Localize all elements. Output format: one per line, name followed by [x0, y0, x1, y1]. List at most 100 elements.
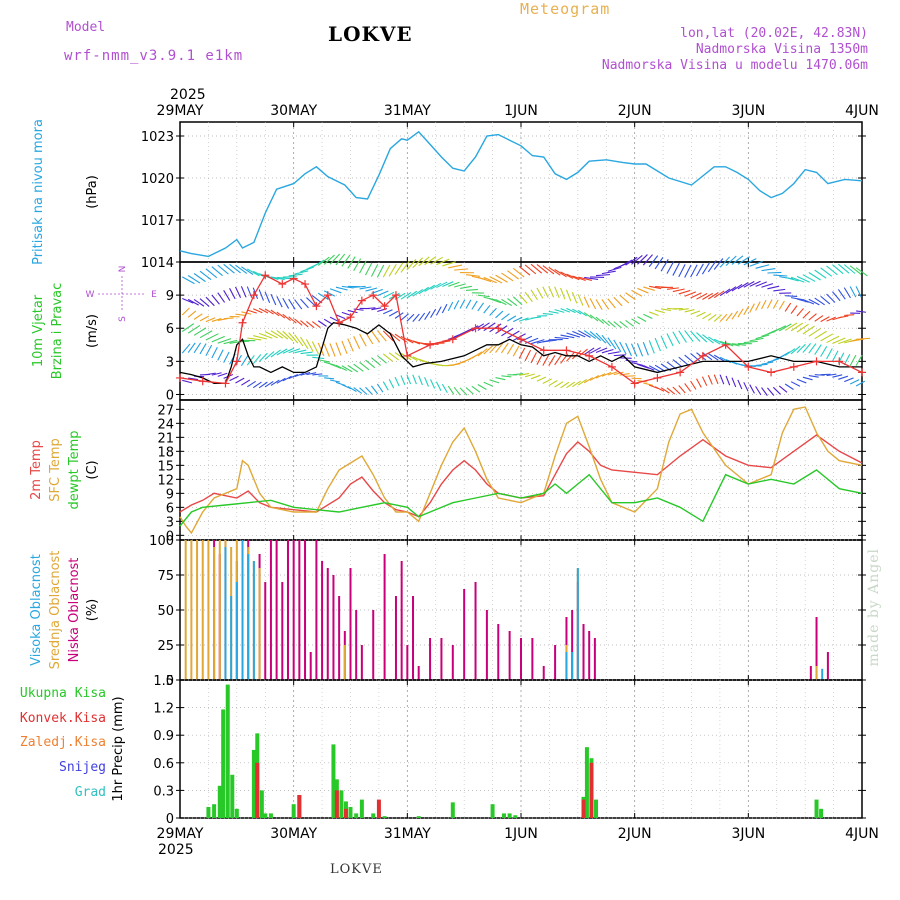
y-tick-label: 100 [149, 534, 174, 549]
wind-arrow [572, 308, 582, 315]
wind-arrow [784, 322, 798, 331]
y-tick-label: 50 [157, 604, 174, 619]
unit-label: (hPa) [85, 175, 100, 209]
bar-cloud_low [417, 666, 420, 680]
gust-marker [426, 340, 435, 349]
wind-arrow [613, 296, 623, 307]
wind-arrow [353, 285, 366, 288]
wind-arrow [471, 323, 485, 332]
wind-arrow [270, 349, 281, 358]
wind-arrow [359, 260, 367, 274]
wind-arrow [501, 375, 512, 378]
wind-arrow [406, 258, 417, 271]
wind-arrow [796, 378, 807, 384]
bottom-time-tick: 4JUN [845, 826, 879, 842]
wind-arrow [300, 371, 311, 376]
wind-arrow [435, 381, 442, 391]
top-time-tick: 3JUN [731, 103, 765, 119]
wind-arrow [601, 334, 612, 347]
wind-arrow [530, 352, 537, 364]
bar-precip_total [348, 806, 353, 818]
wind-arrow [453, 387, 461, 396]
wind-arrow [324, 377, 335, 380]
wind-arrow [725, 342, 740, 347]
wind-arrow [483, 322, 496, 332]
gust-marker [346, 313, 355, 322]
wind-arrow [713, 290, 725, 299]
wind-arrow [702, 292, 713, 301]
gust-marker [357, 296, 366, 305]
wind-arrow [790, 345, 801, 355]
bar-cloud_low [571, 610, 574, 680]
wind-arrow [252, 381, 262, 389]
gust-marker [835, 357, 844, 366]
bar-precip_total [331, 744, 336, 818]
wind-arrow [518, 317, 529, 322]
wind-arrow [258, 352, 268, 363]
wind-arrow [430, 256, 443, 265]
wind-arrow [477, 383, 487, 390]
wind-arrow [518, 294, 528, 304]
wind-arrow [743, 382, 749, 392]
y-tick-label: 27 [157, 403, 174, 418]
y-tick-label: 1020 [141, 172, 174, 187]
wind-arrow [583, 330, 596, 340]
wind-arrow [406, 290, 418, 299]
wind-arrow [507, 270, 519, 280]
wind-arrow [229, 263, 241, 274]
wind-arrow [589, 331, 602, 341]
wind-arrow [217, 338, 232, 344]
wind-arrow [755, 363, 768, 366]
wind-arrow [424, 256, 437, 266]
bar-precip_total [206, 806, 211, 818]
wind-arrow [441, 383, 448, 394]
wind-arrow [731, 310, 739, 320]
wind-arrow [181, 343, 191, 354]
wind-arrow [217, 292, 226, 303]
wind-arrow [501, 298, 512, 307]
wind-arrow [731, 343, 746, 346]
wind-arrow [814, 297, 825, 306]
wind-arrow [335, 286, 348, 291]
wind-arrow [660, 387, 670, 394]
wind-arrow [684, 291, 697, 297]
precip-legend-label: Snijeg [59, 760, 106, 775]
wind-arrow [643, 382, 654, 386]
wind-arrow [654, 386, 665, 392]
wind-arrow [394, 352, 406, 360]
wind-arrow [725, 375, 731, 386]
wind-arrow [235, 340, 250, 343]
bar-cloud_low [826, 652, 829, 680]
bar-cloud_low [593, 638, 596, 680]
bar-precip_total [416, 816, 421, 818]
wind-arrow [737, 379, 743, 390]
bar-cloud_low [497, 624, 500, 680]
wind-arrow [761, 361, 774, 365]
wind-arrow [637, 316, 647, 322]
gust-marker [562, 346, 571, 355]
wind-arrow [365, 359, 376, 369]
altitude-label: Nadmorska Visina 1350m [695, 42, 868, 57]
wind-arrow [607, 371, 618, 376]
wind-arrow [246, 380, 256, 388]
wind-arrow [424, 377, 429, 387]
y-tick-label: 6 [166, 322, 174, 337]
wind-arrow [571, 291, 578, 304]
wind-arrow [382, 264, 391, 278]
wind-arrow [607, 337, 617, 350]
compass-w: W [86, 290, 95, 300]
wind-arrow [808, 328, 821, 337]
panel-wind: 0 3 6 9 (m/s) 10m Vjetar Brzina i Pravac N S W E [31, 253, 871, 403]
bar-precip_total [584, 747, 589, 818]
wind-arrow [329, 253, 341, 265]
bar-precip_total [507, 813, 512, 818]
wind-arrow [542, 265, 555, 275]
y-tick-label: 21 [157, 431, 174, 446]
wind-arrow [276, 296, 283, 308]
gust-marker [278, 280, 287, 289]
wind-arrow [601, 299, 610, 310]
gust-marker [767, 368, 776, 377]
bottom-year-label: 2025 [158, 842, 194, 858]
wind-arrow [376, 330, 387, 342]
wind-arrow [294, 270, 309, 275]
